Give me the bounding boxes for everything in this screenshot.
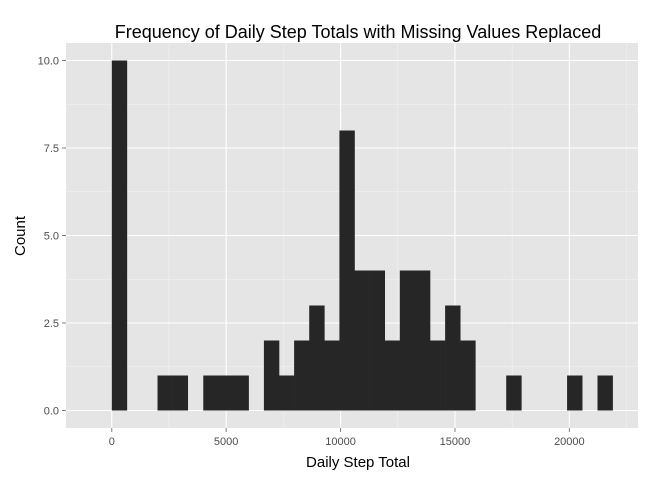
y-tick-label: 10.0 bbox=[38, 56, 59, 68]
chart-title: Frequency of Daily Step Totals with Miss… bbox=[115, 22, 602, 42]
histogram-bar bbox=[203, 375, 219, 411]
histogram-bars bbox=[111, 60, 613, 411]
histogram-bar bbox=[460, 340, 476, 411]
histogram-bar bbox=[294, 340, 310, 411]
histogram-bar bbox=[279, 375, 295, 411]
y-axis-title: Count bbox=[12, 215, 29, 256]
histogram-bar bbox=[218, 375, 234, 411]
y-tick-label: 0.0 bbox=[44, 406, 59, 418]
histogram-bar bbox=[354, 270, 370, 411]
histogram-bar bbox=[339, 130, 355, 411]
histogram-bar bbox=[445, 305, 461, 411]
histogram-bar bbox=[263, 340, 280, 411]
histogram-bar bbox=[233, 375, 249, 411]
x-tick-label: 0 bbox=[109, 436, 115, 448]
x-tick-label: 5000 bbox=[214, 436, 238, 448]
histogram-bar bbox=[111, 60, 128, 411]
histogram-bar bbox=[399, 270, 416, 411]
x-axis: 0 5000 10000 15000 20000 bbox=[109, 428, 585, 448]
histogram-bar bbox=[384, 340, 401, 411]
histogram-bar bbox=[567, 375, 583, 411]
y-tick-label: 5.0 bbox=[44, 231, 59, 243]
x-tick-label: 20000 bbox=[554, 436, 585, 448]
x-tick-label: 10000 bbox=[325, 436, 356, 448]
histogram-bar bbox=[309, 305, 325, 411]
histogram-bar bbox=[414, 270, 431, 411]
histogram-bar bbox=[172, 375, 189, 411]
y-axis: 0.0 2.5 5.0 7.5 10.0 bbox=[38, 56, 66, 418]
histogram-bar bbox=[597, 375, 613, 411]
histogram-bar bbox=[369, 270, 386, 411]
histogram-bar bbox=[506, 375, 522, 411]
y-tick-label: 2.5 bbox=[44, 318, 59, 330]
histogram-bar bbox=[430, 340, 446, 411]
x-tick-label: 15000 bbox=[440, 436, 471, 448]
histogram-bar bbox=[324, 340, 340, 411]
histogram-bar bbox=[157, 375, 173, 411]
y-tick-label: 7.5 bbox=[44, 143, 59, 155]
x-axis-title: Daily Step Total bbox=[306, 454, 410, 471]
